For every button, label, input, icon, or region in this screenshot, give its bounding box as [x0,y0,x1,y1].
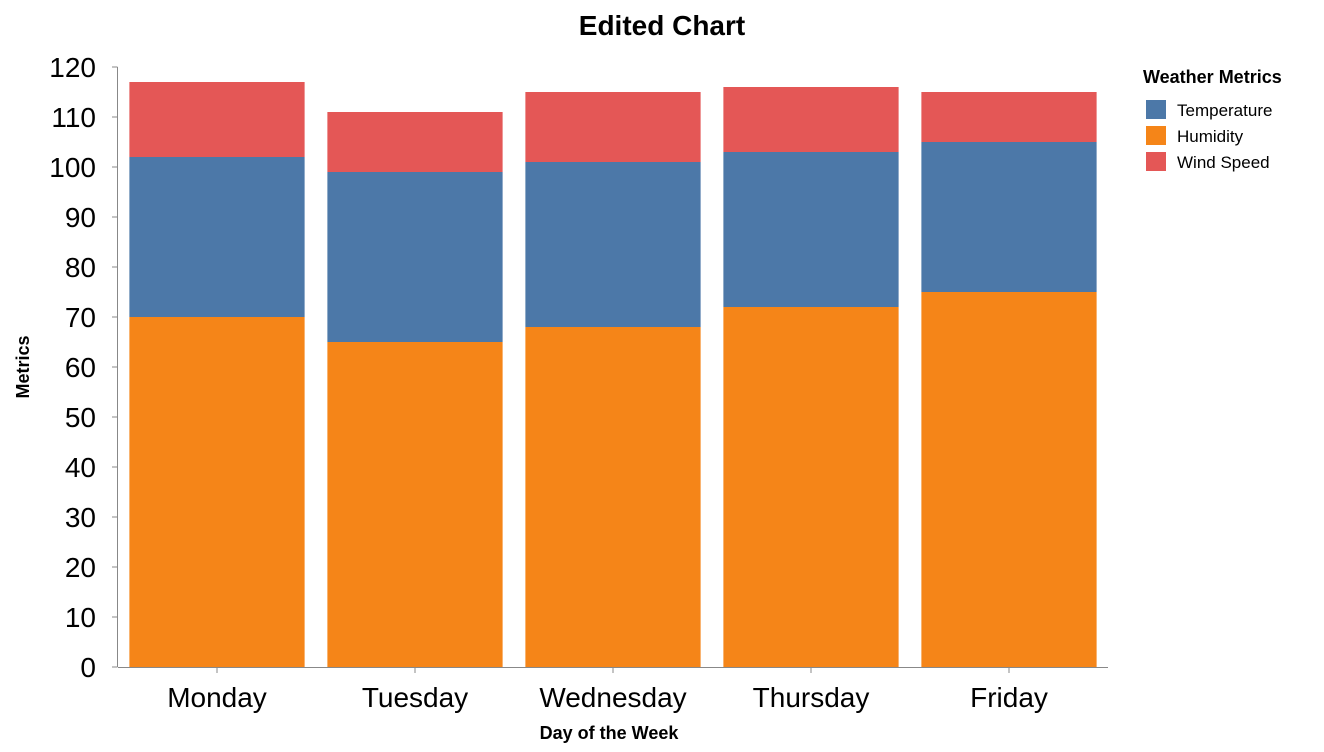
bar-wind-speed-monday [129,82,305,157]
legend: Weather Metrics Temperature Humidity Wind … [1143,67,1282,172]
legend-label-humidity: Humidity [1177,127,1244,146]
y-tick-label-30: 30 [65,502,96,533]
bar-wind-speed-friday [921,92,1097,142]
y-tick-label-110: 110 [51,102,96,133]
x-tick-label-thursday: Thursday [753,682,870,713]
axes: 0 10 20 30 40 50 60 70 80 90 100 110 120 Monday Tuesda… [49,52,1108,713]
x-axis-title: Day of the Week [540,723,680,743]
bar-humidity-wednesday [525,327,701,667]
bar-temperature-tuesday [327,172,503,342]
x-tick-label-wednesday: Wednesday [539,682,686,713]
bar-temperature-thursday [723,152,899,307]
bar-temperature-monday [129,157,305,317]
bar-temperature-friday [921,142,1097,292]
y-tick-label-80: 80 [65,252,96,283]
bar-wind-speed-tuesday [327,112,503,172]
legend-label-temperature: Temperature [1177,101,1272,120]
y-tick-label-60: 60 [65,352,96,383]
y-tick-label-120: 120 [49,52,96,83]
legend-swatch-temperature [1146,100,1166,119]
y-tick-label-90: 90 [65,202,96,233]
x-tick-label-tuesday: Tuesday [362,682,468,713]
legend-title: Weather Metrics [1143,67,1282,87]
legend-label-wind-speed: Wind Speed [1177,153,1270,172]
bar-wind-speed-thursday [723,87,899,152]
legend-swatch-humidity [1146,126,1166,145]
y-tick-label-10: 10 [65,602,96,633]
bar-temperature-wednesday [525,162,701,327]
y-tick-label-50: 50 [65,402,96,433]
x-tick-label-friday: Friday [970,682,1048,713]
bar-humidity-friday [921,292,1097,667]
y-tick-label-70: 70 [65,302,96,333]
legend-swatch-wind-speed [1146,152,1166,171]
y-tick-label-0: 0 [80,652,96,683]
y-tick-label-100: 100 [49,152,96,183]
chart-title: Edited Chart [579,10,745,41]
plot-area [129,82,1097,667]
x-tick-label-monday: Monday [167,682,267,713]
y-tick-label-40: 40 [65,452,96,483]
bar-humidity-tuesday [327,342,503,667]
y-axis-title: Metrics [13,335,33,398]
bar-wind-speed-wednesday [525,92,701,162]
y-tick-label-20: 20 [65,552,96,583]
bar-humidity-thursday [723,307,899,667]
bar-humidity-monday [129,317,305,667]
